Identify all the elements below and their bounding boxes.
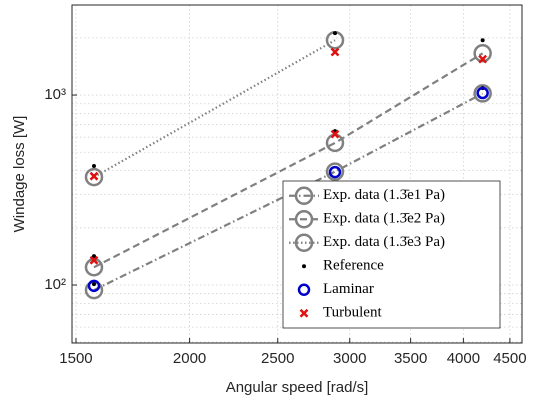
reference-marker xyxy=(91,254,96,259)
series-line xyxy=(93,92,484,292)
laminar-marker xyxy=(87,279,101,293)
x-tick-label: 1500 xyxy=(59,350,92,367)
x-tick-label: 3000 xyxy=(333,350,366,367)
exp-marker xyxy=(473,44,492,63)
reference-marker xyxy=(480,38,485,43)
laminar-marker xyxy=(328,165,342,179)
x-axis-label: Angular speed [rad/s] xyxy=(226,379,369,396)
exp-marker xyxy=(473,84,492,103)
turbulent-marker xyxy=(330,47,340,57)
legend-label: Exp. data (1.3̄e1 Pa) xyxy=(323,187,445,203)
legend-marker xyxy=(297,283,311,296)
legend-marker xyxy=(302,264,306,269)
exp-marker xyxy=(325,133,345,153)
turbulent-marker xyxy=(89,171,99,181)
legend-box xyxy=(282,180,501,329)
x-tick-label: 2000 xyxy=(173,350,206,367)
reference-marker xyxy=(91,164,96,169)
legend-label: Exp. data (1.3̄e3 Pa) xyxy=(323,234,445,250)
x-tick-label: 2500 xyxy=(261,350,294,367)
x-tick-label: 4500 xyxy=(493,350,526,367)
legend-marker xyxy=(299,308,309,318)
plot-frame xyxy=(71,4,523,344)
y-axis-label: Windage loss [W] xyxy=(11,116,28,233)
legend-label: Turbulent xyxy=(323,305,382,321)
y-tick-label: 10² xyxy=(44,276,66,293)
series-line xyxy=(93,39,336,179)
turbulent-marker xyxy=(478,54,488,64)
legend-marker xyxy=(294,186,314,205)
x-tick-label: 3500 xyxy=(394,350,427,367)
turbulent-marker xyxy=(330,129,340,139)
legend-marker xyxy=(294,210,314,229)
legend-label: Laminar xyxy=(323,281,374,297)
exp-marker xyxy=(84,280,104,300)
y-tick-label: 10³ xyxy=(44,86,66,103)
reference-marker xyxy=(91,282,96,287)
exp-marker xyxy=(84,167,104,187)
x-tick-label: 4000 xyxy=(447,350,480,367)
series-line xyxy=(93,52,484,269)
turbulent-marker xyxy=(89,255,99,265)
legend-label: Exp. data (1.3̄e2 Pa) xyxy=(323,211,445,227)
exp-marker xyxy=(325,162,345,181)
legend-marker xyxy=(294,233,314,252)
laminar-marker xyxy=(476,86,489,100)
legend-label: Reference xyxy=(323,258,384,274)
reference-marker xyxy=(332,31,337,36)
